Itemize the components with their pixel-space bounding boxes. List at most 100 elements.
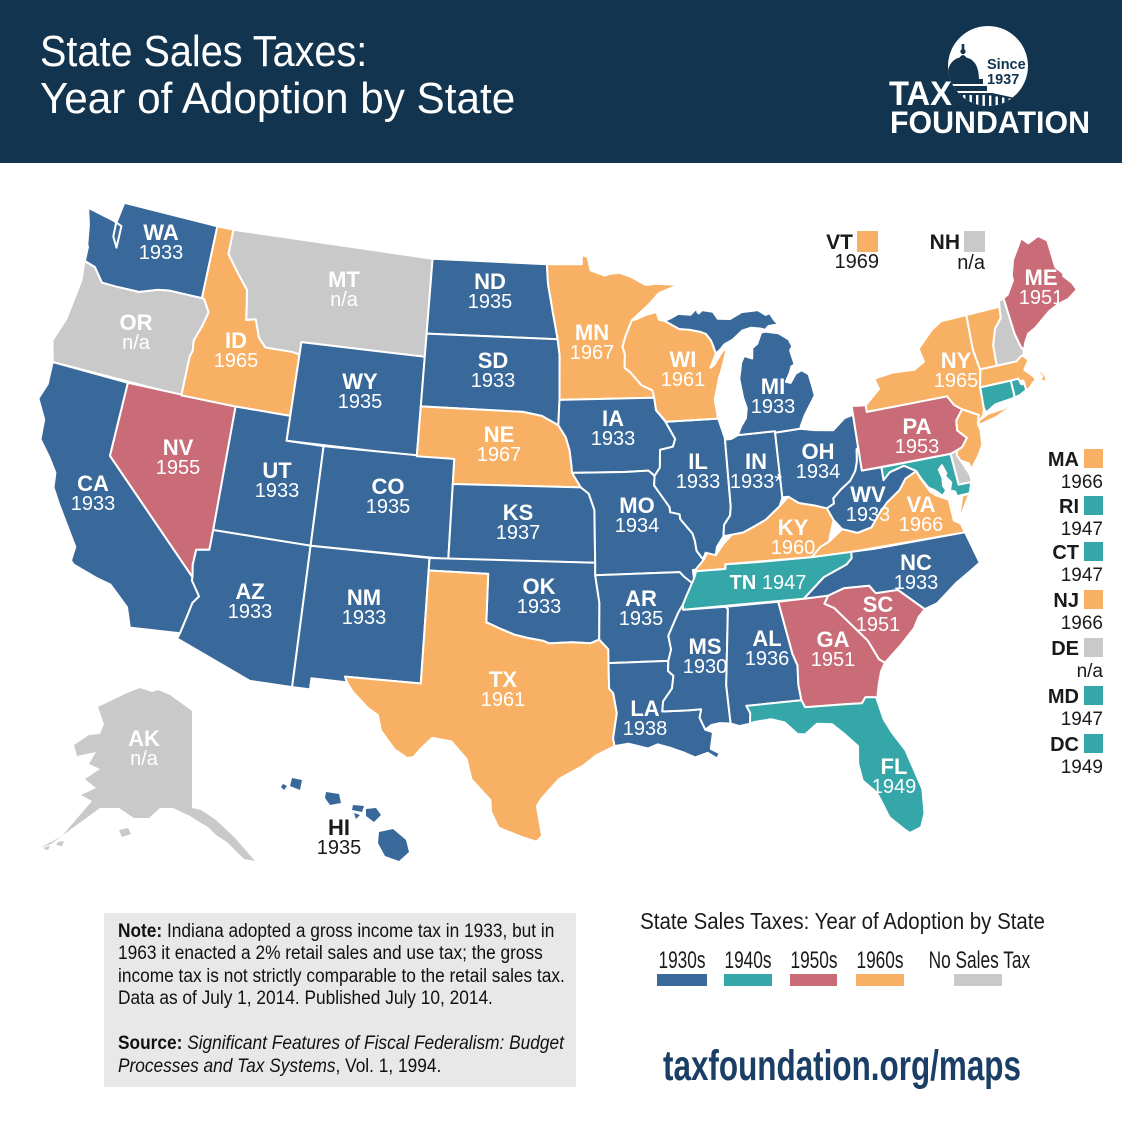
svg-text:SD: SD [478,348,509,373]
svg-text:1937: 1937 [987,72,1019,88]
svg-text:OR: OR [120,310,153,335]
svg-text:MI: MI [761,374,785,399]
svg-text:1961: 1961 [481,689,526,711]
svg-text:1935: 1935 [366,496,411,518]
svg-text:MO: MO [619,493,654,518]
svg-text:1933: 1933 [591,428,636,450]
svg-text:1947: 1947 [1061,565,1103,586]
svg-text:AR: AR [625,586,657,611]
svg-text:1967: 1967 [477,444,522,466]
svg-text:TAX: TAX [889,75,952,113]
svg-text:1951: 1951 [1019,287,1064,309]
svg-text:n/a: n/a [122,332,151,354]
svg-text:NH: NH [930,231,960,254]
svg-text:AK: AK [128,726,160,751]
svg-text:IL: IL [688,449,708,474]
svg-text:ID: ID [225,328,247,353]
svg-text:1936: 1936 [745,648,790,670]
svg-text:1966: 1966 [899,514,944,536]
svg-text:n/a: n/a [130,748,159,770]
svg-text:1951: 1951 [856,614,901,636]
svg-text:VA: VA [907,492,936,517]
svg-text:Since: Since [987,57,1026,73]
svg-text:IN: IN [745,449,767,474]
svg-text:CO: CO [372,474,405,499]
svg-text:OH: OH [802,439,835,464]
svg-text:1947: 1947 [1061,709,1103,730]
svg-text:TX: TX [489,667,517,692]
svg-text:PA: PA [903,414,932,439]
svg-text:1938: 1938 [623,718,668,740]
svg-text:AL: AL [752,626,781,651]
svg-text:FOUNDATION: FOUNDATION [890,104,1090,140]
svg-text:1934: 1934 [615,515,660,537]
svg-text:1933: 1933 [846,504,891,526]
svg-text:1966: 1966 [1061,472,1103,493]
svg-text:VT: VT [826,231,853,254]
svg-text:TN 1947: TN 1947 [730,572,807,594]
svg-text:WA: WA [143,220,179,245]
svg-text:NC: NC [900,550,932,575]
svg-text:n/a: n/a [1077,661,1104,682]
svg-text:1935: 1935 [468,291,513,313]
svg-text:LA: LA [630,696,659,721]
svg-text:1961: 1961 [661,369,706,391]
svg-text:n/a: n/a [957,252,986,274]
svg-text:WI: WI [670,347,697,372]
svg-text:1935: 1935 [317,837,362,859]
svg-text:KY: KY [778,515,809,540]
svg-text:1951: 1951 [811,649,856,671]
svg-text:GA: GA [817,627,850,652]
svg-text:1933: 1933 [676,471,721,493]
svg-text:ND: ND [474,269,506,294]
svg-text:1933: 1933 [228,601,273,623]
svg-text:SC: SC [863,592,894,617]
svg-text:1933: 1933 [517,596,562,618]
svg-text:ME: ME [1025,265,1058,290]
svg-text:1933: 1933 [342,607,387,629]
svg-text:1933: 1933 [71,493,116,515]
svg-text:1935: 1935 [338,391,383,413]
svg-text:1965: 1965 [934,370,979,392]
svg-text:MA: MA [1048,449,1079,471]
svg-text:WV: WV [850,482,886,507]
svg-text:1960: 1960 [771,537,816,559]
svg-text:1933*: 1933* [730,471,782,493]
svg-text:1953: 1953 [895,436,940,458]
svg-text:n/a: n/a [330,289,359,311]
svg-text:NE: NE [484,422,515,447]
svg-text:OK: OK [523,574,556,599]
svg-text:1949: 1949 [1061,757,1103,778]
svg-text:KS: KS [503,500,534,525]
svg-text:1933: 1933 [139,242,184,264]
svg-text:MT: MT [328,267,360,292]
svg-text:IA: IA [602,406,624,431]
svg-text:1966: 1966 [1061,613,1103,634]
svg-text:1935: 1935 [619,608,664,630]
svg-text:NM: NM [347,585,381,610]
svg-text:HI: HI [328,815,350,840]
svg-text:CA: CA [77,471,109,496]
svg-text:1955: 1955 [156,457,201,479]
svg-text:NY: NY [941,348,972,373]
svg-text:NV: NV [163,435,194,460]
svg-text:1969: 1969 [835,251,880,273]
svg-text:1933: 1933 [894,572,939,594]
svg-text:1934: 1934 [796,461,841,483]
svg-text:1967: 1967 [570,342,615,364]
svg-text:MS: MS [689,634,722,659]
svg-text:UT: UT [262,458,292,483]
svg-text:1947: 1947 [1061,519,1103,540]
svg-text:1930: 1930 [683,656,728,678]
svg-text:1933: 1933 [751,396,796,418]
svg-text:WY: WY [342,369,378,394]
svg-text:FL: FL [881,754,908,779]
svg-text:DE: DE [1051,638,1079,660]
svg-text:1949: 1949 [872,776,917,798]
svg-text:AZ: AZ [235,579,264,604]
svg-text:MN: MN [575,320,609,345]
svg-text:1933: 1933 [255,480,300,502]
svg-text:CT: CT [1052,542,1079,564]
svg-text:MD: MD [1048,686,1079,708]
svg-text:1965: 1965 [214,350,259,372]
